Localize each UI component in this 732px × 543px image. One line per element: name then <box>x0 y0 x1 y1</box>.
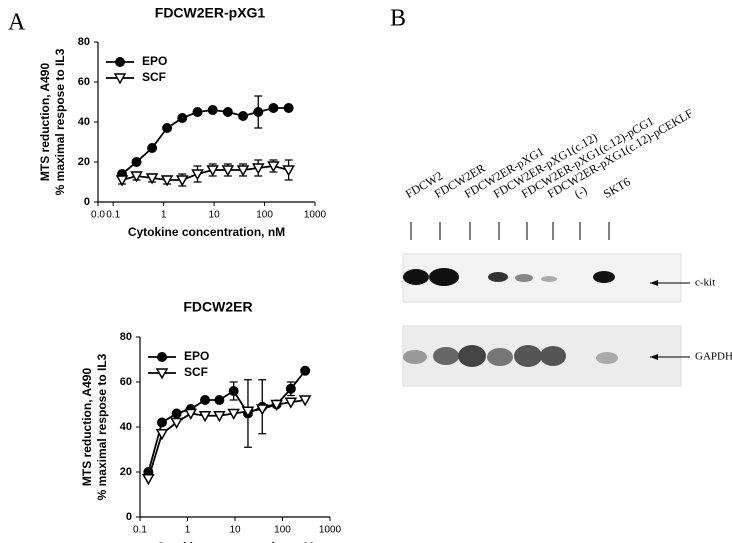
marker <box>198 411 212 423</box>
marker <box>300 365 311 376</box>
marker <box>222 107 233 117</box>
marker <box>268 103 279 113</box>
marker <box>160 175 174 187</box>
y-tick-label: 80 <box>78 36 90 48</box>
y-tick-label: 0 <box>84 196 90 208</box>
row-label: GAPDH <box>695 351 732 363</box>
marker <box>227 408 240 421</box>
legend-label: EPO <box>142 54 167 68</box>
legend-marker <box>155 368 169 380</box>
x-tick-label: 1 <box>185 525 191 536</box>
legend-label: SCF <box>184 365 208 379</box>
marker <box>170 417 183 430</box>
marker <box>191 169 204 181</box>
marker <box>221 165 235 177</box>
x-tick-label: 0.1 <box>106 210 120 221</box>
marker <box>241 406 255 418</box>
marker <box>145 173 159 185</box>
x-tick-label: 1000 <box>304 210 327 221</box>
x-axis-label: Cytokine concentration, nM <box>128 225 285 239</box>
arrow-head <box>650 280 658 286</box>
legend-marker <box>113 73 127 85</box>
marker <box>115 175 129 187</box>
marker <box>213 411 226 423</box>
marker <box>175 175 189 187</box>
marker <box>130 171 143 183</box>
y-tick-label: 60 <box>120 376 132 388</box>
y-tick-label: 0 <box>126 511 132 523</box>
marker <box>206 165 219 177</box>
marker <box>255 404 269 416</box>
marker <box>155 429 169 441</box>
y-axis-label: % maximal respose to IL3 <box>95 353 109 500</box>
y-tick-label: 20 <box>120 466 132 478</box>
marker <box>236 165 250 177</box>
legend-marker <box>157 352 167 362</box>
y-tick-label: 40 <box>120 421 132 433</box>
marker <box>270 399 283 412</box>
axis <box>139 337 330 518</box>
x-tick-label: 10 <box>229 525 241 536</box>
arrow-head <box>650 354 658 360</box>
marker <box>283 103 294 113</box>
y-tick-label: 40 <box>78 116 90 128</box>
panel-label: B <box>390 6 406 32</box>
marker <box>177 113 188 123</box>
marker <box>285 383 296 394</box>
chart-title: FDCW2ER <box>183 299 252 315</box>
series-line <box>147 370 306 473</box>
marker <box>162 123 173 133</box>
x-tick-label: 10 <box>209 210 221 221</box>
marker <box>192 107 203 117</box>
x-tick-label: 0.1 <box>133 525 147 536</box>
marker <box>282 165 295 177</box>
marker <box>131 157 142 167</box>
marker <box>200 395 211 405</box>
x-tick-label: 100 <box>256 210 273 221</box>
series-line <box>147 399 306 480</box>
marker <box>284 397 298 409</box>
marker <box>251 163 265 175</box>
marker <box>298 395 312 407</box>
x-tick-label: 1000 <box>319 525 342 536</box>
x-tick-label: 0.0 <box>91 210 105 221</box>
legend-label: EPO <box>184 349 209 363</box>
marker <box>267 161 280 173</box>
marker <box>184 408 198 421</box>
row-label: c-kit <box>695 277 715 289</box>
y-axis-label: % maximal respose to IL3 <box>53 48 67 195</box>
x-tick-label: 100 <box>274 525 291 536</box>
y-axis-label: MTS reduction, A490 <box>38 63 52 182</box>
gapdh-bands <box>403 345 618 367</box>
marker <box>171 408 182 419</box>
marker <box>142 474 155 486</box>
marker <box>214 395 225 405</box>
marker <box>238 111 249 121</box>
marker <box>228 386 239 396</box>
legend-label: SCF <box>142 70 166 84</box>
x-axis-label: Cytokine concentration, nM <box>156 540 313 543</box>
marker <box>207 105 218 115</box>
x-tick-label: 1 <box>161 210 167 221</box>
chart-title: FDCW2ER-pXG1 <box>155 5 266 21</box>
y-tick-label: 60 <box>78 76 90 88</box>
series-line <box>121 165 289 181</box>
marker <box>156 417 167 428</box>
panel-label: A <box>8 10 26 36</box>
y-axis-label: MTS reduction, A490 <box>80 368 94 487</box>
marker <box>253 107 264 117</box>
lane-label: SKT6 <box>601 175 633 201</box>
y-tick-label: 80 <box>120 331 132 343</box>
c-kit-bands <box>403 268 615 286</box>
legend-marker <box>115 57 125 67</box>
marker <box>147 143 158 153</box>
y-tick-label: 20 <box>78 156 90 168</box>
